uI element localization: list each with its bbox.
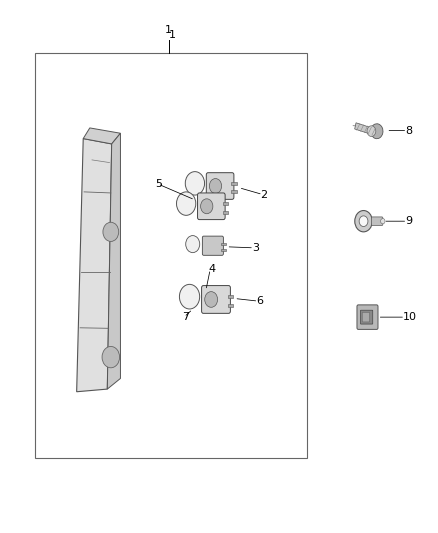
Text: 9: 9 <box>405 216 412 226</box>
FancyBboxPatch shape <box>362 312 370 322</box>
Circle shape <box>102 346 120 368</box>
Circle shape <box>180 285 200 309</box>
Circle shape <box>367 126 376 136</box>
FancyBboxPatch shape <box>355 123 376 135</box>
Circle shape <box>201 199 213 214</box>
Circle shape <box>185 172 205 195</box>
Polygon shape <box>77 139 112 392</box>
Bar <box>231 182 237 185</box>
FancyBboxPatch shape <box>201 286 230 313</box>
Bar <box>223 211 228 214</box>
Bar <box>221 243 226 245</box>
FancyBboxPatch shape <box>357 305 378 329</box>
Circle shape <box>186 236 200 253</box>
Bar <box>228 304 233 308</box>
Text: 7: 7 <box>182 312 189 322</box>
FancyBboxPatch shape <box>198 193 225 220</box>
Circle shape <box>205 292 218 308</box>
Polygon shape <box>83 128 120 144</box>
FancyBboxPatch shape <box>360 310 373 324</box>
Circle shape <box>209 179 222 193</box>
Text: 4: 4 <box>208 264 215 274</box>
Bar <box>228 295 233 298</box>
Circle shape <box>103 222 119 241</box>
Text: 3: 3 <box>252 243 259 253</box>
Text: 10: 10 <box>403 312 417 322</box>
FancyBboxPatch shape <box>202 236 223 255</box>
Text: 1: 1 <box>165 25 172 35</box>
Circle shape <box>177 192 196 215</box>
Bar <box>223 202 228 205</box>
Text: 2: 2 <box>261 190 268 199</box>
Text: 5: 5 <box>155 179 162 189</box>
Polygon shape <box>107 133 120 389</box>
FancyBboxPatch shape <box>371 217 383 225</box>
Text: 6: 6 <box>256 296 263 306</box>
Text: 1: 1 <box>169 30 176 39</box>
FancyBboxPatch shape <box>206 173 234 199</box>
Bar <box>231 190 237 193</box>
Text: 8: 8 <box>405 126 412 135</box>
Circle shape <box>371 124 383 139</box>
Circle shape <box>355 211 372 232</box>
Circle shape <box>381 219 385 224</box>
Circle shape <box>359 216 368 227</box>
Bar <box>221 249 226 251</box>
Bar <box>35 53 307 458</box>
